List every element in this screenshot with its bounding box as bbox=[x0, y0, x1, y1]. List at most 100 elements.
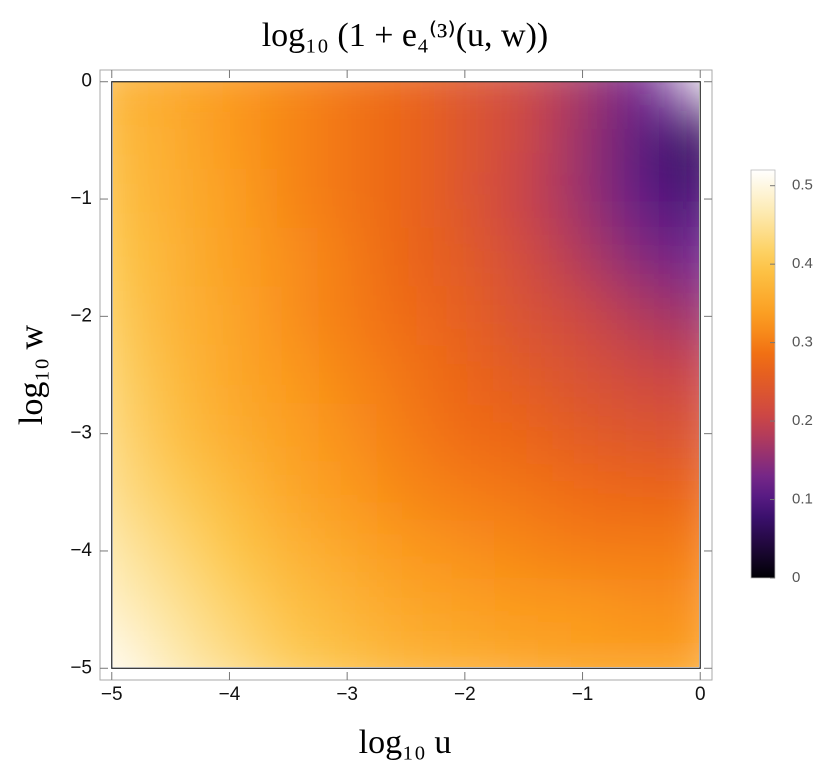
heat-cell bbox=[317, 462, 378, 523]
heat-cell bbox=[258, 579, 319, 640]
heat-cell bbox=[376, 169, 436, 229]
heat-cell bbox=[140, 638, 201, 667]
heat-cell bbox=[611, 521, 672, 581]
heat-cell bbox=[552, 169, 613, 229]
heat-cell bbox=[434, 286, 495, 347]
heat-cell bbox=[317, 286, 378, 347]
heat-cell bbox=[611, 579, 672, 640]
heat-cell bbox=[258, 169, 319, 229]
heat-cell bbox=[140, 169, 201, 229]
heat-cell bbox=[493, 579, 554, 640]
heat-cell bbox=[493, 286, 554, 347]
heat-cell bbox=[317, 227, 378, 288]
heat-cell bbox=[434, 82, 495, 112]
colorbar bbox=[750, 169, 776, 579]
x-tick-label: −5 bbox=[101, 684, 123, 705]
heat-cell bbox=[493, 82, 554, 112]
heat-cell bbox=[493, 638, 554, 667]
x-tick-label: −2 bbox=[454, 684, 476, 705]
heat-cell bbox=[670, 227, 699, 288]
heat-cell bbox=[376, 638, 436, 667]
heat-cell bbox=[434, 110, 495, 171]
heat-cell bbox=[611, 462, 672, 523]
heat-cell bbox=[434, 462, 495, 523]
chart-title: log₁₀ (1 + e₄⁽³⁾(u, w)) bbox=[262, 17, 549, 54]
heat-cell bbox=[670, 521, 699, 581]
y-tick-label: −3 bbox=[70, 423, 92, 444]
heat-cell bbox=[611, 638, 672, 667]
heat-cell bbox=[317, 403, 378, 464]
heat-cell bbox=[670, 286, 699, 347]
heat-cell bbox=[199, 521, 260, 581]
heat-cell bbox=[376, 345, 436, 405]
y-tick-label: 0 bbox=[81, 71, 92, 92]
heat-cell bbox=[493, 169, 554, 229]
heat-cell bbox=[199, 462, 260, 523]
heat-cell bbox=[113, 579, 142, 640]
y-tick-label: −1 bbox=[70, 188, 92, 209]
heatmap-cells bbox=[113, 82, 699, 667]
colorbar-tick-label: 0.2 bbox=[792, 412, 813, 429]
y-axis-label: log₁₀ w bbox=[13, 324, 50, 425]
heat-cell bbox=[611, 286, 672, 347]
heat-cell bbox=[140, 579, 201, 640]
heat-cell bbox=[552, 345, 613, 405]
heat-cell bbox=[493, 227, 554, 288]
heat-cell bbox=[140, 82, 201, 112]
heat-cell bbox=[434, 227, 495, 288]
x-tick-label: 0 bbox=[695, 684, 706, 705]
heat-cell bbox=[493, 110, 554, 171]
heatmap-area bbox=[113, 82, 699, 667]
heat-cell bbox=[140, 521, 201, 581]
heat-cell bbox=[552, 579, 613, 640]
heat-cell bbox=[376, 521, 436, 581]
x-axis-label: log₁₀ u bbox=[359, 724, 452, 761]
colorbar-tick-label: 0.3 bbox=[792, 334, 813, 351]
heat-cell bbox=[199, 579, 260, 640]
heat-cell bbox=[670, 169, 699, 229]
heat-cell bbox=[434, 579, 495, 640]
heat-cell bbox=[317, 638, 378, 667]
heat-cell bbox=[258, 82, 319, 112]
heat-cell bbox=[493, 345, 554, 405]
heat-cell bbox=[670, 638, 699, 667]
heat-cell bbox=[434, 403, 495, 464]
heat-cell bbox=[670, 403, 699, 464]
heat-cell bbox=[611, 403, 672, 464]
heat-cell bbox=[113, 521, 142, 581]
heat-cell bbox=[670, 110, 699, 171]
heat-cell bbox=[113, 403, 142, 464]
heat-cell bbox=[113, 110, 142, 171]
heat-cell bbox=[493, 403, 554, 464]
heat-cell bbox=[113, 462, 142, 523]
heat-cell bbox=[258, 638, 319, 667]
plot-frame bbox=[99, 69, 713, 681]
heat-cell bbox=[611, 110, 672, 171]
heat-cell bbox=[113, 169, 142, 229]
heat-cell bbox=[552, 521, 613, 581]
heat-cell bbox=[670, 345, 699, 405]
colorbar-tick-label: 0.4 bbox=[792, 255, 813, 272]
heat-cell bbox=[376, 227, 436, 288]
heat-cell bbox=[493, 521, 554, 581]
axes: −5 −4 −3 −2 −1 0 −5 −4 −3 −2 −1 0 bbox=[70, 69, 713, 705]
heat-cell bbox=[317, 579, 378, 640]
colorbar-tick-label: 0.5 bbox=[792, 177, 813, 194]
y-tick-label: −4 bbox=[70, 540, 92, 561]
heat-cell bbox=[552, 286, 613, 347]
heat-cell bbox=[140, 403, 201, 464]
heat-cell bbox=[199, 169, 260, 229]
heat-cell bbox=[317, 521, 378, 581]
heat-cell bbox=[199, 286, 260, 347]
heat-cell bbox=[113, 286, 142, 347]
heat-cell bbox=[670, 579, 699, 640]
heat-cell bbox=[670, 462, 699, 523]
heat-cell bbox=[376, 82, 436, 112]
heat-cell bbox=[552, 403, 613, 464]
heat-cell bbox=[140, 227, 201, 288]
heat-cell bbox=[258, 110, 319, 171]
heat-cell bbox=[611, 169, 672, 229]
heat-cell bbox=[434, 345, 495, 405]
heat-cell bbox=[258, 521, 319, 581]
